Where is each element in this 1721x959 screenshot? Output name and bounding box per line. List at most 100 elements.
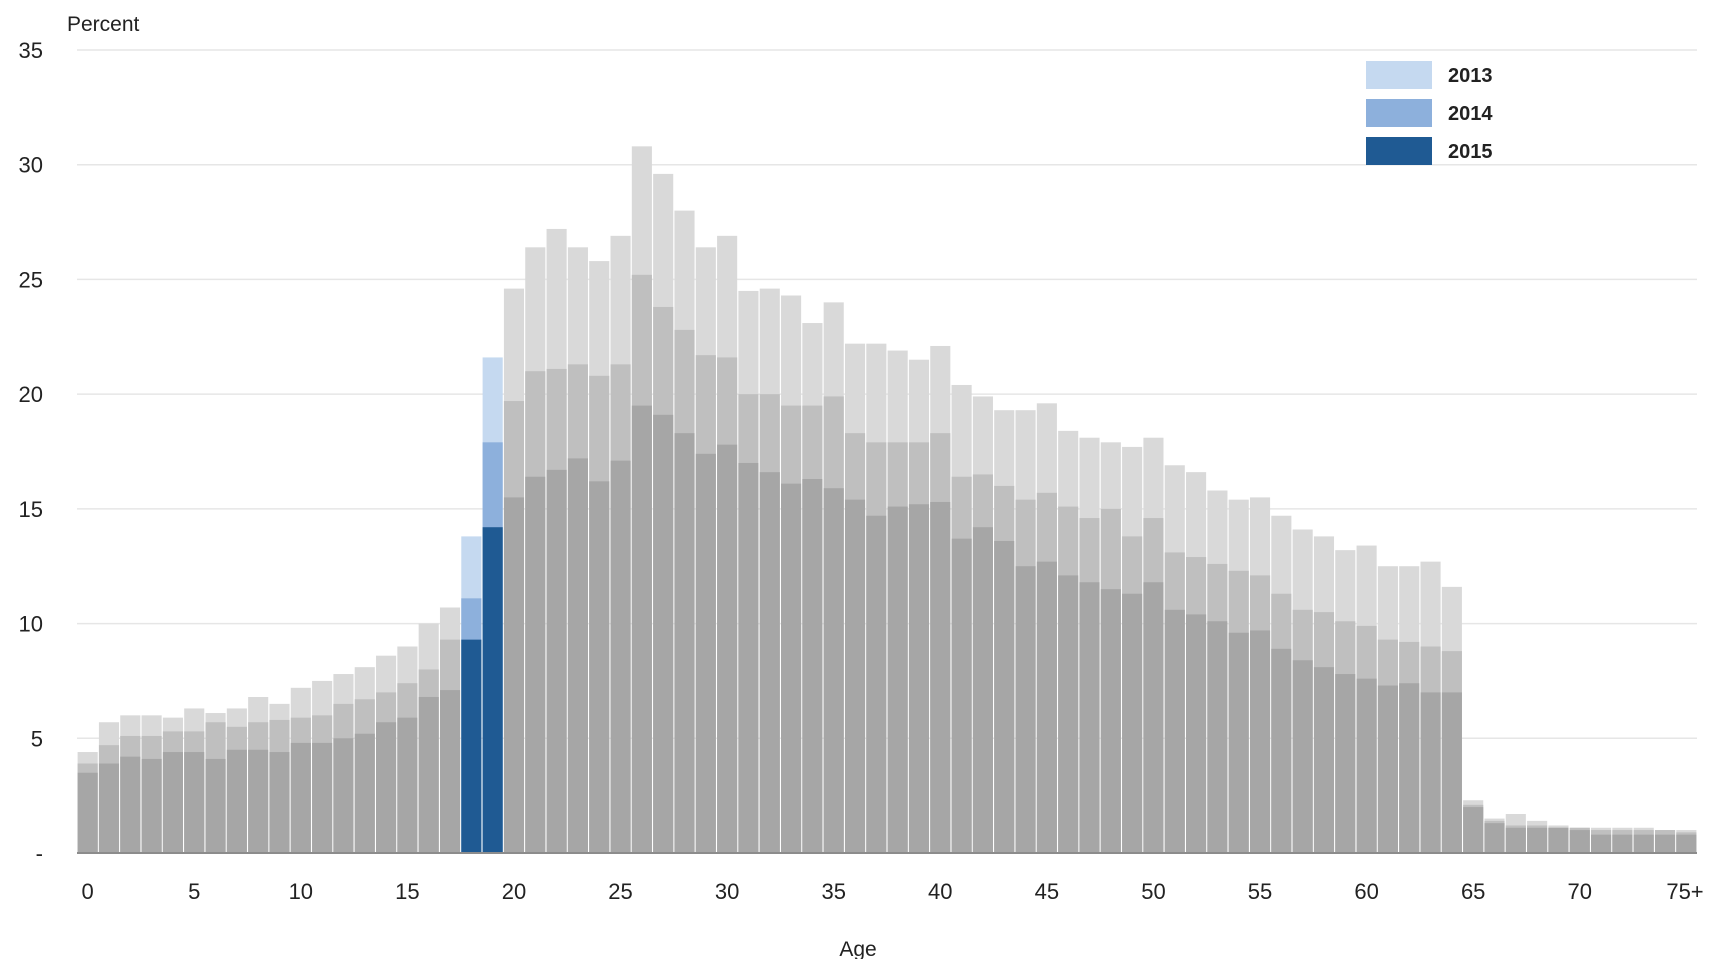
bar-2015-age-11 [312, 742, 333, 853]
x-tick-label: 5 [188, 879, 200, 904]
bar-2015-age-36 [844, 499, 866, 853]
bar-2015-age-1 [98, 763, 120, 853]
y-tick-label: 5 [31, 726, 43, 751]
bar-2015-age-40 [930, 501, 951, 853]
bar-2015-age-43 [994, 540, 1015, 853]
bar-2015-age-65 [1463, 807, 1484, 853]
bar-2015-age-21 [525, 476, 546, 853]
x-tick-label: 15 [395, 879, 419, 904]
bar-2015-age-67 [1505, 827, 1526, 853]
y-tick-labels: - 5 10 15 20 25 30 35 [19, 38, 43, 866]
bar-2015-age-56 [1271, 648, 1292, 853]
bar-2015-age-9 [269, 752, 290, 853]
bar-2015-age-16 [418, 696, 439, 853]
bar-2015-age-2 [120, 756, 141, 853]
bar-2015-age-26 [631, 405, 652, 853]
bar-2015-age-47 [1079, 582, 1100, 853]
bar-2015-age-49 [1122, 593, 1143, 853]
bar-2015-age-39 [908, 504, 930, 853]
legend-label-2013: 2013 [1448, 65, 1493, 87]
bar-2015-age-35 [823, 488, 844, 853]
bar-2015-age-41 [951, 538, 972, 853]
bar-2015-age-32 [759, 472, 780, 853]
y-tick-label: 10 [19, 612, 43, 637]
bar-2015-age-3 [141, 758, 162, 853]
bar-2015-age-0 [77, 772, 98, 853]
gridlines [77, 49, 1697, 740]
bar-2015-age-66 [1484, 823, 1505, 853]
bar-2015-age-27 [653, 414, 674, 853]
bar-2015-age-54 [1228, 632, 1249, 853]
legend-swatch-2015 [1366, 137, 1432, 165]
bar-2015-age-6 [205, 758, 226, 853]
bar-2015-age-23 [567, 458, 588, 853]
y-axis-title: Percent [67, 13, 140, 36]
bar-2015-age-8 [248, 749, 269, 853]
y-tick-label: 25 [19, 267, 43, 292]
bar-2015-age-46 [1058, 575, 1079, 853]
bar-2015-age-20 [503, 497, 525, 853]
bar-2015-age-68 [1527, 827, 1548, 853]
y-tick-label: 35 [19, 38, 43, 63]
x-tick-label: 0 [82, 879, 94, 904]
bar-2015-age-22 [546, 469, 567, 853]
bar-2015-age-10 [290, 742, 311, 853]
bar-2015-age-28 [674, 433, 695, 853]
x-tick-labels: 0 5 10 15 20 25 30 35 40 45 50 55 60 65 70 75+ [82, 879, 1704, 904]
bar-2015-age-71 [1591, 834, 1612, 853]
bar-2015-age-33 [781, 483, 802, 853]
x-tick-label: 75+ [1666, 879, 1703, 904]
bar-2015-age-74 [1654, 834, 1676, 853]
bar-2015-age-53 [1207, 621, 1228, 853]
bar-2015-age-37 [866, 515, 887, 853]
legend-swatch-2013 [1366, 61, 1432, 89]
bar-2015-age-48 [1100, 589, 1121, 853]
bar-2015-age-75 [1676, 834, 1697, 853]
bar-2015-age-25 [610, 460, 631, 853]
x-tick-label: 20 [502, 879, 526, 904]
bar-2015-age-55 [1249, 630, 1271, 853]
bar-2015-age-63 [1420, 692, 1441, 853]
x-tick-label: 35 [821, 879, 845, 904]
bar-2015-age-34 [802, 479, 823, 853]
bar-2015-age-62 [1399, 683, 1420, 853]
bar-2015-age-19 [482, 527, 503, 853]
y-tick-label: 30 [19, 153, 43, 178]
legend-label-2015: 2015 [1448, 141, 1493, 163]
bar-2015-age-59 [1335, 674, 1356, 853]
x-tick-label: 70 [1568, 879, 1592, 904]
legend-label-2014: 2014 [1448, 103, 1493, 125]
bar-2015-age-14 [376, 722, 397, 853]
bar-2015-age-4 [162, 752, 183, 853]
bar-2015-age-73 [1633, 834, 1654, 853]
bar-2015-age-52 [1186, 614, 1207, 853]
x-tick-label: 10 [289, 879, 313, 904]
bar-2015-age-24 [589, 481, 610, 853]
y-tick-label: 20 [19, 382, 43, 407]
bar-2015-age-44 [1015, 566, 1036, 853]
bar-2015-age-5 [184, 752, 205, 853]
bar-2015-age-69 [1548, 827, 1569, 853]
bar-2015-age-29 [695, 453, 716, 853]
x-tick-label: 30 [715, 879, 739, 904]
y-tick-label: 15 [19, 497, 43, 522]
x-tick-label: 45 [1035, 879, 1059, 904]
bar-2015-age-72 [1612, 834, 1633, 853]
bar-2015-age-61 [1377, 685, 1398, 853]
bar-2015-age-57 [1292, 660, 1313, 853]
x-axis-title: Age [839, 938, 876, 959]
bar-2015-age-70 [1569, 830, 1590, 853]
x-tick-label: 55 [1248, 879, 1272, 904]
x-tick-label: 25 [608, 879, 632, 904]
legend-swatch-2014 [1366, 99, 1432, 127]
bar-2015-age-42 [972, 527, 993, 853]
bar-2015-age-58 [1313, 667, 1335, 853]
bar-2015-age-45 [1036, 561, 1057, 853]
bar-2015-age-51 [1164, 609, 1185, 853]
x-tick-label: 60 [1354, 879, 1378, 904]
bar-2015-age-7 [226, 749, 247, 853]
y-tick-label: - [36, 841, 43, 866]
legend: 2013 2014 2015 [1366, 61, 1493, 165]
bar-2015-age-60 [1356, 678, 1377, 853]
